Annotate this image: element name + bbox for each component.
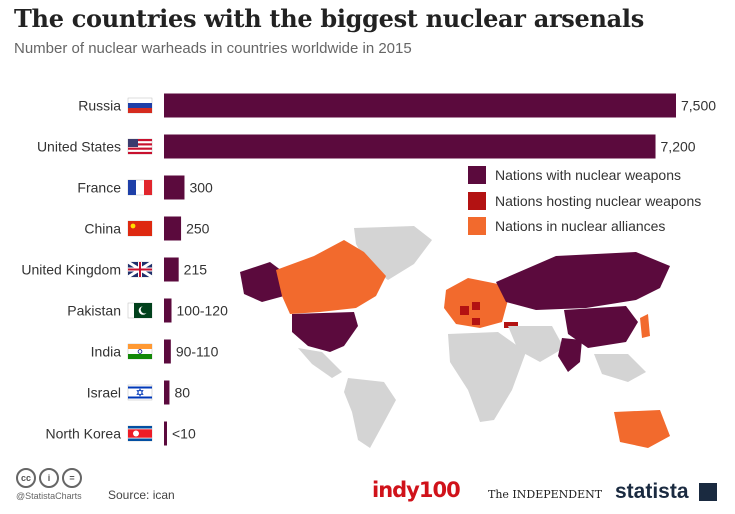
bar [164,216,182,241]
map-region-mexico [298,348,342,378]
category-label: United States [37,139,121,155]
map-region-india [558,338,582,372]
map-region-russia [496,252,670,310]
legend-item-alliance: Nations in nuclear alliances [468,215,730,237]
map-region-africa [448,332,526,422]
category-label: Pakistan [67,303,121,319]
no-derivatives-icon: = [62,468,82,488]
legend-label-nuclear: Nations with nuclear weapons [495,167,681,183]
license-icons: cc i = [16,468,82,488]
chart-title: The countries with the biggest nuclear a… [14,4,644,33]
bar [164,421,167,446]
category-label: Israel [87,385,121,401]
flag-russia-icon [127,97,153,114]
bar [164,175,185,200]
legend-label-alliance: Nations in nuclear alliances [495,218,666,234]
flag-india-icon [127,343,153,360]
value-label: 7,500 [681,98,716,114]
bar [164,257,179,282]
bar [164,134,656,159]
flag-pakistan-icon [127,302,153,319]
flag-china-icon [127,220,153,237]
attribution-icon: i [39,468,59,488]
bar [164,93,676,118]
map-region-middle-east [508,326,564,362]
value-label: 80 [174,385,190,401]
map-region-hosting-d [504,322,518,328]
map-region-china [564,306,638,348]
map-region-south-america [344,378,396,448]
map-region-alaska [240,262,286,302]
source-note: Source: ican [108,488,175,502]
map-region-japan [640,314,650,338]
flag-north-korea-icon [127,425,153,442]
legend-item-nuclear: Nations with nuclear weapons [468,164,730,186]
category-label: Russia [78,98,121,114]
map-region-canada [276,240,386,314]
legend-swatch-hosting [468,192,486,210]
cc-icon: cc [16,468,36,488]
legend-item-hosting: Nations hosting nuclear weapons [468,190,730,212]
flag-israel-icon [127,384,153,401]
value-label: 100-120 [177,303,229,319]
map-region-southeast-asia [594,354,646,382]
category-label: North Korea [46,426,122,442]
flag-uk-icon [127,260,153,279]
flag-france-icon [127,179,153,196]
statista-mark-icon [699,483,717,501]
chart-subtitle: Number of nuclear warheads in countries … [14,40,412,57]
category-label: United Kingdom [21,262,121,278]
value-label: 90-110 [176,344,219,360]
map-region-australia [614,410,670,448]
legend-swatch-nuclear [468,166,486,184]
legend-swatch-alliance [468,217,486,235]
independent-logo: The INDEPENDENT [488,488,603,501]
legend-label-hosting: Nations hosting nuclear weapons [495,193,702,209]
social-handle: @StatistaCharts [16,491,82,501]
value-label: 215 [184,262,208,278]
category-label: India [91,344,122,360]
bar [164,339,171,364]
category-label: France [77,180,121,196]
world-map [240,226,670,448]
map-region-hosting-c [472,318,480,325]
indy100-logo: indy100 [372,478,461,502]
map-region-usa [292,312,358,352]
map-region-hosting-a [460,306,469,315]
statista-logo: statista [615,480,689,503]
value-label: 7,200 [661,139,696,155]
value-label: <10 [172,426,196,442]
bar [164,380,170,405]
value-label: 300 [189,180,213,196]
map-region-hosting-b [472,302,480,310]
bar-chart: Russia 7,500 United States 7,200 France 300 Ch… [21,93,716,446]
bar [164,298,172,323]
category-label: China [84,221,121,237]
value-label: 250 [186,221,210,237]
flag-usa-icon [127,138,153,155]
